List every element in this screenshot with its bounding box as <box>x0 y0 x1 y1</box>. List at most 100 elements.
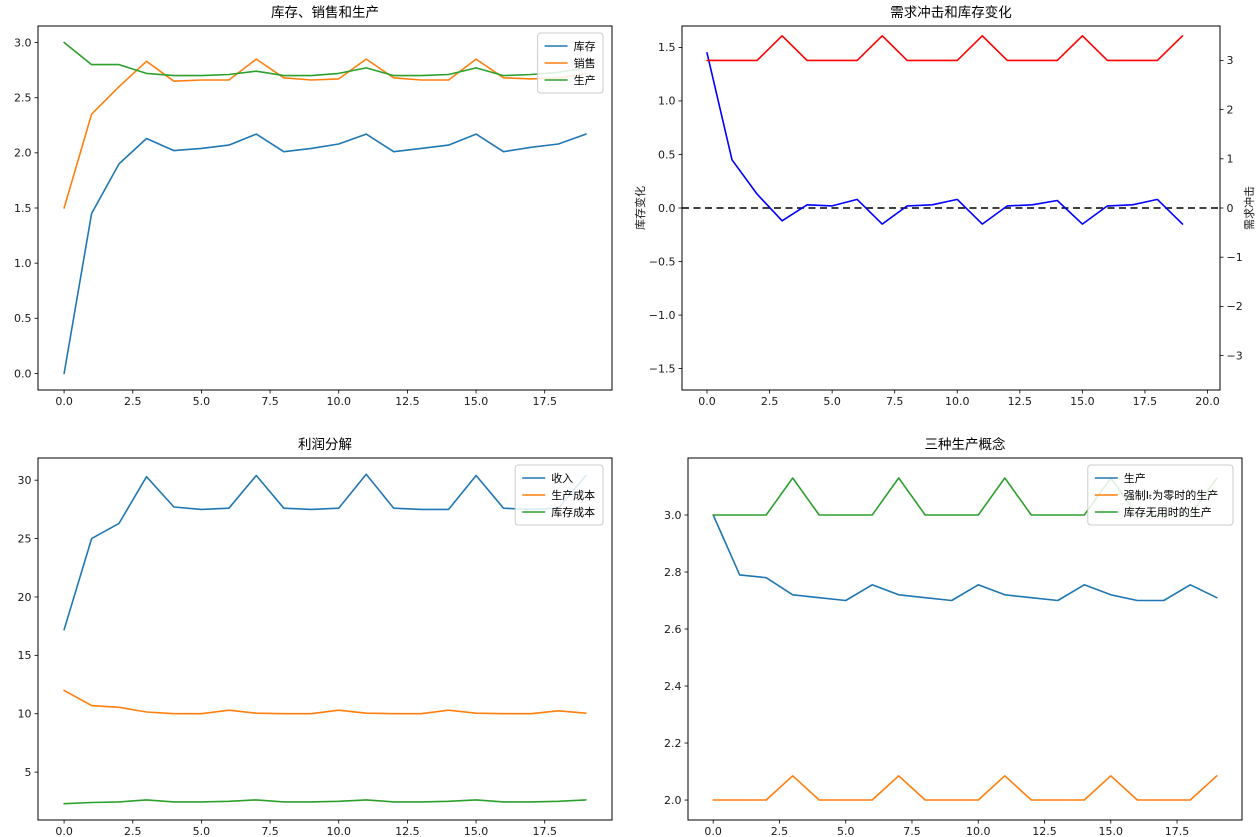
x-tick-label: 0.0 <box>704 825 722 837</box>
y-tick-label: 1.0 <box>658 95 676 108</box>
y-tick-label: 2.0 <box>14 147 32 160</box>
y-tick-label: 0.0 <box>658 202 676 215</box>
x-tick-label: 15.0 <box>464 395 489 408</box>
series-line <box>706 34 1184 62</box>
x-tick-label: 2.5 <box>761 395 779 408</box>
y-axis-label: 库存变化 <box>633 186 647 230</box>
y2-tick-label: −2 <box>1227 300 1243 313</box>
x-tick-label: 10.0 <box>326 395 351 408</box>
x-tick-label: 15.0 <box>464 825 489 837</box>
x-tick-label: 7.5 <box>261 395 279 408</box>
y-tick-label: 1.5 <box>658 41 676 54</box>
y-tick-label: 1.0 <box>14 257 32 270</box>
x-tick-label: 17.5 <box>1165 825 1190 837</box>
y-tick-label: 2.2 <box>664 737 682 750</box>
x-tick-label: 0.0 <box>55 395 73 408</box>
x-tick-label: 7.5 <box>886 395 904 408</box>
plot-border <box>37 457 613 821</box>
legend-label: 生产 <box>574 73 596 87</box>
plot-border <box>37 25 613 391</box>
chart-three-production-concepts: 0.0 2.5 5.0 7.5 10.0 12.5 15.0 17.5 2.0 2.2 2.4 2.6… <box>664 436 1243 837</box>
y-tick-label: 2.5 <box>14 91 32 104</box>
x-tick-label: 5.0 <box>837 825 855 837</box>
x-tick-label: 17.5 <box>532 825 557 837</box>
series-line <box>712 774 1218 801</box>
y2-tick-label: 0 <box>1227 202 1234 215</box>
x-tick-label: 20.0 <box>1195 395 1220 408</box>
panel-profit-decomposition: 0.0 2.5 5.0 7.5 10.0 12.5 15.0 17.5 5 10 15 20 25 30 利… <box>0 418 630 837</box>
x-tick-label: 10.0 <box>945 395 970 408</box>
series-line <box>706 51 1184 225</box>
y-tick-label: 15 <box>18 649 32 662</box>
y-tick-label: −0.5 <box>649 255 676 268</box>
x-tick-label: 5.0 <box>193 395 211 408</box>
y-tick-label: 3.0 <box>664 509 682 522</box>
chart-title: 库存、销售和生产 <box>271 5 379 21</box>
y-tick-label: −1.5 <box>649 362 676 375</box>
x-tick-label: 0.0 <box>55 825 73 837</box>
x-tick-label: 0.0 <box>698 395 716 408</box>
legend-label: 生产成本 <box>551 488 595 502</box>
chart-inventory-sales-production: 0.0 2.5 5.0 7.5 10.0 12.5 15.0 17.5 0.0 0.5 1.0 1.5… <box>14 5 613 408</box>
x-tick-label: 5.0 <box>193 825 211 837</box>
y-tick-label: 2.4 <box>664 680 682 693</box>
y-tick-label: 0.5 <box>14 312 32 325</box>
x-tick-label: 12.5 <box>1032 825 1057 837</box>
y-tick-label: 10 <box>18 708 32 721</box>
panel-demand-shock-inventory-change: 0.0 2.5 5.0 7.5 10.0 12.5 15.0 17.5 20.0 −1.5 −1.0… <box>630 0 1260 418</box>
legend-label: 库存成本 <box>551 505 595 519</box>
legend-box <box>1087 464 1234 526</box>
x-tick-label: 15.0 <box>1099 825 1124 837</box>
y2-axis-label: 需求冲击 <box>1242 186 1256 230</box>
y2-tick-label: −1 <box>1227 251 1243 264</box>
y-tick-label: 20 <box>18 591 32 604</box>
chart-profit-decomposition: 0.0 2.5 5.0 7.5 10.0 12.5 15.0 17.5 5 10 15 20 25 30 利… <box>18 437 613 837</box>
panel-inventory-sales-production: 0.0 2.5 5.0 7.5 10.0 12.5 15.0 17.5 0.0 0.5 1.0 1.5… <box>0 0 630 418</box>
legend-label: 库存 <box>574 39 596 53</box>
series-line <box>63 689 587 715</box>
legend-label: 销售 <box>574 56 596 70</box>
chart-title: 三种生产概念 <box>925 436 1006 453</box>
x-tick-label: 15.0 <box>1070 395 1095 408</box>
y-tick-label: 2.0 <box>664 794 682 807</box>
y-tick-label: 2.6 <box>664 623 682 636</box>
y2-tick-label: 1 <box>1227 153 1234 166</box>
x-tick-label: 7.5 <box>903 825 921 837</box>
plot-border <box>681 25 1221 391</box>
x-tick-label: 10.0 <box>966 825 991 837</box>
y2-tick-label: −3 <box>1227 349 1243 362</box>
chart-title: 利润分解 <box>298 437 352 453</box>
chart-title: 需求冲击和库存变化 <box>890 5 1012 21</box>
y-tick-label: 3.0 <box>14 36 32 49</box>
panel-three-production-concepts: 0.0 2.5 5.0 7.5 10.0 12.5 15.0 17.5 2.0 2.2 2.4 2.6… <box>630 418 1260 837</box>
x-tick-label: 12.5 <box>395 395 420 408</box>
x-tick-label: 2.5 <box>771 825 789 837</box>
series-line <box>63 133 587 375</box>
x-tick-label: 12.5 <box>1008 395 1033 408</box>
legend-box <box>537 32 604 94</box>
y-tick-label: 25 <box>18 532 32 545</box>
legend-label: 生产 <box>1124 471 1146 485</box>
series-line <box>63 799 587 805</box>
x-tick-label: 2.5 <box>124 825 142 837</box>
x-tick-label: 7.5 <box>261 825 279 837</box>
plot-border <box>687 457 1243 821</box>
series-line <box>63 41 587 77</box>
series-line <box>712 514 1218 602</box>
series-line <box>63 473 587 631</box>
y-tick-label: 0.5 <box>658 148 676 161</box>
x-tick-label: 12.5 <box>395 825 420 837</box>
legend-box <box>514 464 604 526</box>
x-tick-label: 5.0 <box>823 395 841 408</box>
y-tick-label: 5 <box>25 766 32 779</box>
x-tick-label: 2.5 <box>124 395 142 408</box>
x-tick-label: 10.0 <box>326 825 351 837</box>
plot-area <box>38 26 612 390</box>
y-tick-label: 0.0 <box>14 367 32 380</box>
y-tick-label: 30 <box>18 474 32 487</box>
y-tick-label: −1.0 <box>649 309 676 322</box>
legend-label: 强制Iₜ为零时的生产 <box>1124 488 1219 502</box>
legend-label: 收入 <box>551 471 573 485</box>
x-tick-label: 17.5 <box>1133 395 1158 408</box>
